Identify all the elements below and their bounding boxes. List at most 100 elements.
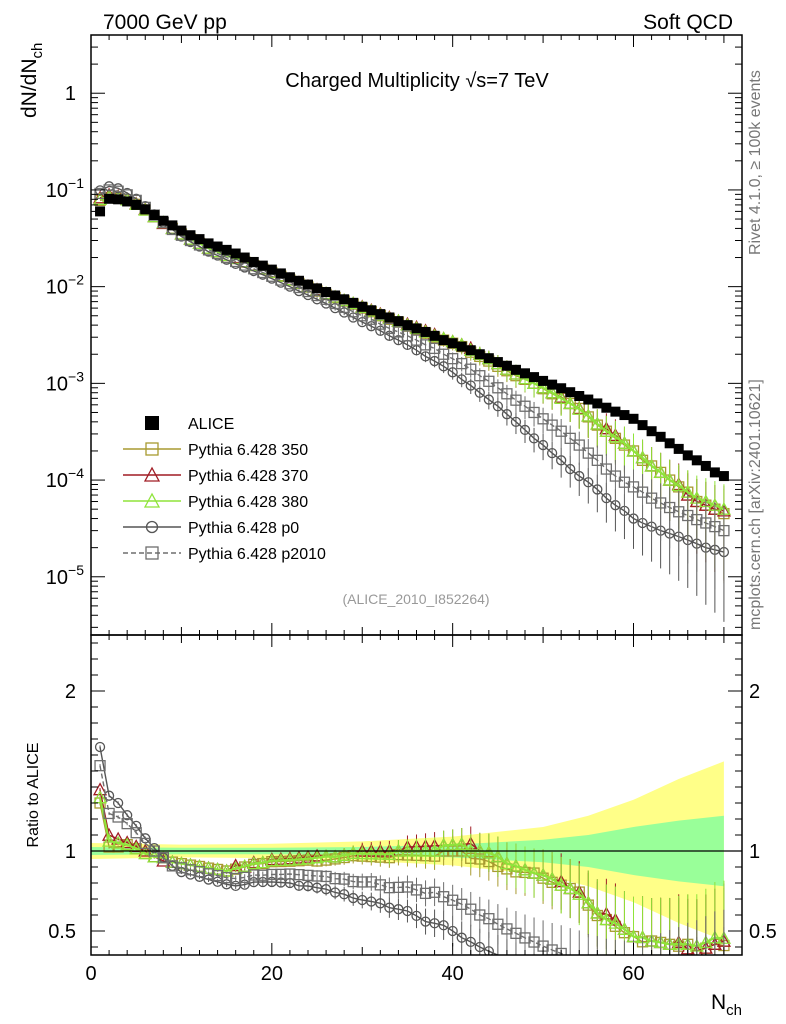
data-point [95, 206, 106, 217]
data-point [420, 326, 431, 337]
ratio-plot-ticks: 0 20 40 60 0.5 0.5 1 1 2 2 [48, 635, 777, 985]
data-point [617, 435, 632, 449]
legend-label: Pythia 6.428 p0 [188, 520, 299, 537]
ratio-point [401, 881, 414, 893]
top-y-tick-label-base: 10 [46, 373, 68, 395]
data-point [167, 220, 178, 231]
legend-marker [145, 520, 159, 534]
ratio-y-tick-label: 1 [65, 841, 76, 863]
top-y-tick-label-base: 1 [65, 83, 76, 105]
ratio-point [193, 865, 206, 878]
data-point [158, 215, 169, 226]
data-point [528, 433, 540, 444]
data-point [402, 320, 413, 331]
data-point [601, 493, 612, 504]
data-point [483, 353, 494, 364]
data-point [510, 416, 522, 427]
data-point [592, 398, 603, 409]
data-point [140, 204, 151, 215]
data-point [113, 194, 124, 205]
legend-label: Pythia 6.428 p2010 [188, 546, 326, 563]
ratio-point [483, 946, 494, 955]
data-point [664, 501, 676, 514]
data-point [438, 361, 449, 372]
data-point [528, 406, 540, 419]
ratio-point [365, 876, 377, 888]
data-point [492, 401, 504, 412]
ratio-point [454, 836, 469, 850]
ratio-point [248, 869, 260, 881]
data-point [520, 368, 530, 379]
ratio-point [318, 849, 334, 863]
ratio-point [383, 882, 396, 894]
plot-title-main: Charged Multiplicity [285, 70, 465, 92]
ratio-point [275, 868, 287, 881]
data-point [673, 443, 684, 454]
data-point [599, 423, 614, 437]
ratio-y-tick-label: 2 [65, 681, 76, 703]
data-point [266, 264, 277, 275]
data-point [682, 509, 694, 522]
ratio-point [328, 849, 343, 863]
ratio-point [490, 849, 505, 863]
data-point [691, 513, 703, 526]
plot-title: Charged Multiplicity √s=7 TeV [285, 70, 549, 92]
ratio-point [445, 837, 460, 851]
data-point [438, 335, 449, 346]
legend: ALICE Pythia 6.428 350 Pythia 6.428 370 Pyt… [123, 416, 326, 563]
data-point [592, 484, 603, 495]
data-point [248, 256, 259, 267]
ratio-point [121, 817, 133, 830]
ratio-point [436, 837, 451, 851]
x-tick-label: 60 [622, 963, 644, 985]
data-point [635, 450, 650, 464]
ratio-point [465, 936, 476, 948]
ratio-point [273, 852, 288, 866]
data-point [411, 323, 422, 334]
main-plot-series [92, 181, 732, 622]
ratio-y-axis-label: Ratio to ALICE [25, 743, 42, 848]
ratio-point [545, 871, 560, 885]
ratio-point [94, 741, 106, 753]
ratio-point [474, 941, 485, 953]
ratio-point [237, 858, 252, 872]
data-point [321, 287, 332, 298]
ratio-point [211, 869, 224, 882]
data-point [393, 316, 404, 327]
ratio-point [157, 852, 169, 864]
main-y-axis-label: dN/dNch [18, 43, 46, 118]
ratio-point [339, 889, 350, 900]
data-point [185, 230, 196, 241]
data-point [545, 385, 560, 399]
legend-marker [145, 442, 159, 456]
data-point [554, 390, 569, 404]
data-point [510, 394, 522, 406]
ratio-point [130, 827, 142, 839]
ratio-point [309, 850, 325, 864]
top-y-tick-label-exp: −4 [68, 465, 84, 481]
data-point [709, 520, 721, 533]
data-point [653, 465, 668, 479]
top-y-tick-label: 1 [65, 83, 76, 105]
data-point [565, 387, 576, 398]
header-left: 7000 GeV pp [103, 11, 227, 34]
ratio-point [572, 886, 587, 900]
ratio-y-tick-label-right: 0.5 [749, 921, 777, 943]
data-point [556, 383, 567, 394]
data-point [492, 382, 504, 394]
plot-title-sqrt: √s [465, 70, 486, 92]
data-point [312, 283, 323, 294]
legend-label: ALICE [188, 416, 234, 433]
ratio-series-pythia-6-428-p2010 [94, 760, 725, 955]
data-point [519, 424, 531, 436]
data-point [330, 290, 341, 301]
ratio-point [202, 868, 215, 880]
data-point [284, 272, 295, 283]
data-point [474, 387, 485, 398]
ratio-point [456, 932, 467, 943]
data-point [709, 467, 720, 478]
data-point [122, 196, 133, 207]
ratio-point [320, 884, 332, 895]
top-y-tick-label: 10−5 [46, 562, 84, 589]
ratio-point [465, 903, 477, 915]
